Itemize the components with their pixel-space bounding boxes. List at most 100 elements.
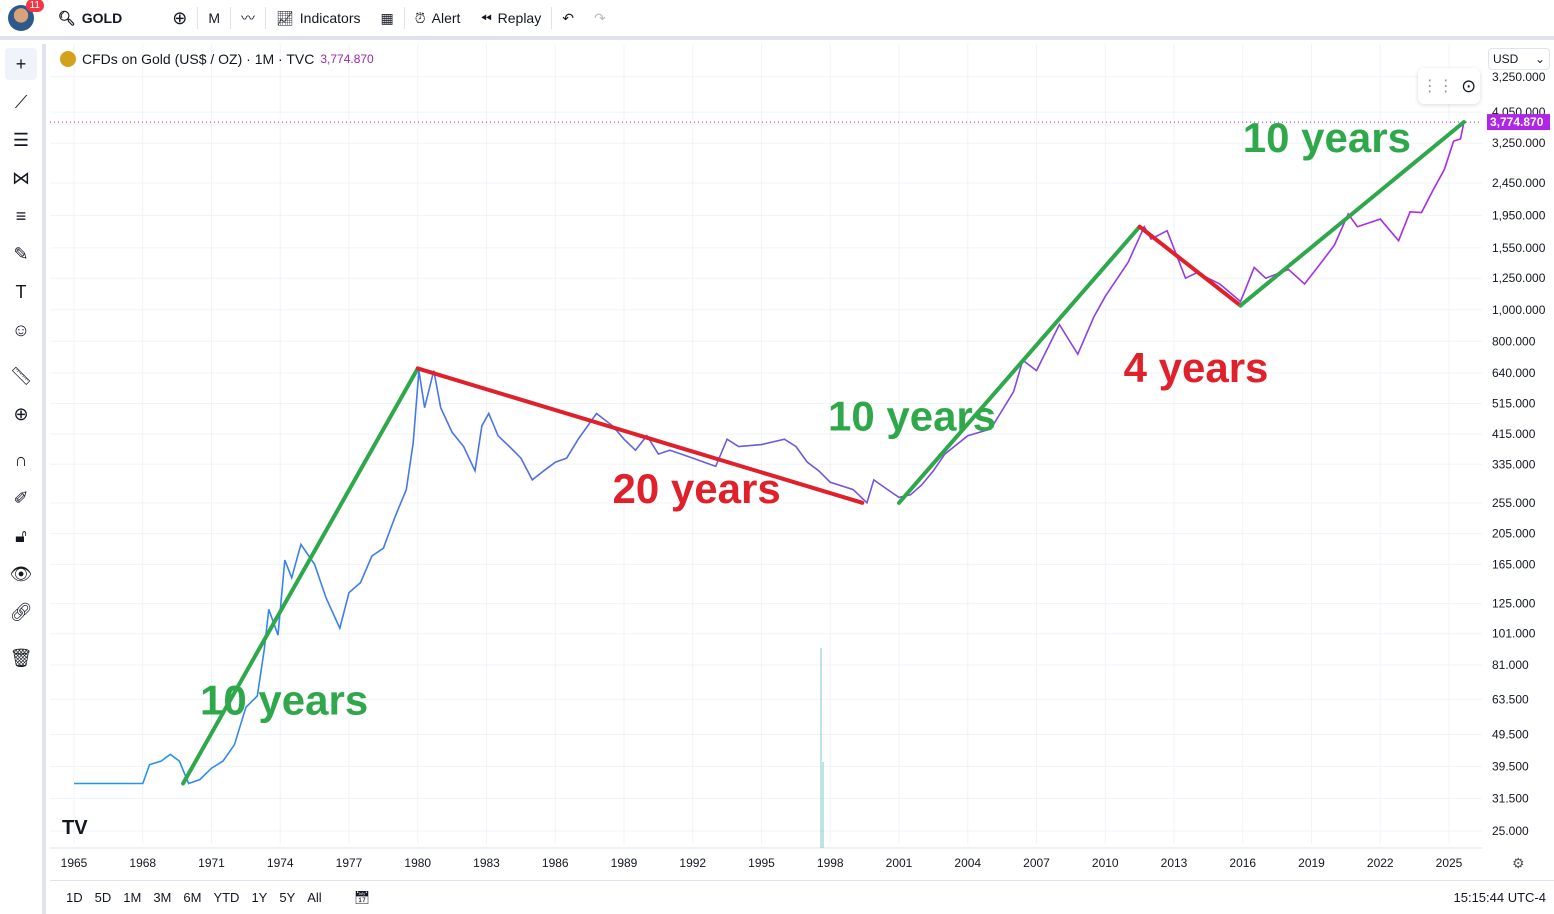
x-tick-label: 1983 (473, 856, 500, 870)
chart-controls: ⋮⋮ ⊙ (1418, 68, 1480, 104)
y-tick-label: 81.000 (1492, 658, 1529, 672)
trendline (1137, 224, 1243, 308)
emoji-icon[interactable]: ☺ (11, 319, 31, 340)
currency-label: USD (1493, 52, 1519, 66)
range-1y[interactable]: 1Y (251, 890, 268, 905)
gold-icon (60, 51, 76, 67)
x-tick-label: 1980 (404, 856, 431, 870)
y-tick-label: 515.000 (1492, 397, 1536, 411)
trend-line-icon[interactable]: ⟋ (14, 91, 28, 112)
divider (230, 7, 231, 29)
y-tick-label: 3,250.000 (1492, 136, 1546, 150)
range-all[interactable]: All (307, 890, 322, 905)
date-range-icon[interactable]: 📅︎ (353, 889, 371, 905)
y-tick-label: 1,550.000 (1492, 241, 1546, 255)
y-tick-label: 1,950.000 (1492, 208, 1546, 222)
undo-icon[interactable]: ↶ (562, 9, 574, 26)
x-tick-label: 2025 (1436, 856, 1463, 870)
y-tick-label: 101.000 (1492, 627, 1536, 641)
trendline (897, 224, 1142, 505)
y-tick-label: 39.500 (1492, 759, 1529, 773)
range-ytd[interactable]: YTD (213, 890, 240, 905)
compare-icon[interactable]: ⊕ (172, 7, 188, 28)
range-5y[interactable]: 5Y (279, 890, 296, 905)
x-tick-label: 2022 (1367, 856, 1394, 870)
trendline (1238, 120, 1466, 308)
indicators-label: Indicators (299, 10, 361, 26)
range-1m[interactable]: 1M (123, 890, 142, 905)
x-tick-label: 2001 (886, 856, 913, 870)
drag-handle-icon[interactable]: ⋮⋮ (1421, 78, 1454, 95)
search-icon: 🔍︎ (58, 9, 76, 26)
x-tick-label: 1998 (817, 856, 844, 870)
target-icon[interactable]: ⊙ (1461, 75, 1477, 96)
top-toolbar: 11 🔍︎ GOLD ⊕ M 〰 📈︎ Indicators ▦ ⏰︎ Alert ⏪… (0, 0, 1554, 40)
x-tick-label: 1974 (267, 856, 294, 870)
replay-icon: ⏪︎ (480, 9, 492, 26)
indicators-button[interactable]: 📈︎ Indicators (266, 0, 370, 36)
x-tick-label: 2007 (1023, 856, 1050, 870)
interval-label: M (208, 10, 220, 26)
price-chart[interactable]: 1965 1968 1971 1974 1977 1980 1983 1986 1989 1992… (50, 44, 1554, 880)
replay-button[interactable]: ⏪︎ Replay (470, 0, 551, 36)
trash-icon[interactable]: 🗑︎ (9, 647, 33, 668)
zoom-in-icon[interactable]: ⊕ (13, 403, 29, 424)
x-tick-label: 1986 (542, 856, 569, 870)
brush-icon[interactable]: ✎ (13, 243, 29, 264)
layouts-icon[interactable]: ▦ (380, 9, 394, 26)
x-tick-label: 1968 (129, 856, 156, 870)
divider (197, 7, 199, 29)
y-tick-label: 1,000.000 (1492, 303, 1546, 317)
notification-badge: 11 (25, 0, 44, 12)
alert-label: Alert (431, 10, 461, 26)
x-tick-label: 1971 (198, 856, 225, 870)
interval-button[interactable]: M (198, 0, 230, 36)
symbol-search[interactable]: 🔍︎ GOLD (48, 0, 132, 36)
trendline (415, 366, 865, 505)
clock: 15:15:44 UTC-4 (1453, 890, 1547, 905)
avatar[interactable]: 11 (8, 0, 44, 31)
link-icon[interactable]: 🔗︎ (9, 601, 33, 622)
divider (403, 7, 405, 29)
x-tick-label: 1989 (611, 856, 638, 870)
currency-select[interactable]: USD ⌄ (1488, 48, 1550, 70)
settings-icon: ⚙ (1512, 855, 1525, 871)
symbol-label: GOLD (81, 10, 123, 26)
x-tick-label: 1995 (748, 856, 775, 870)
y-tick-label: 3,250.000 (1492, 70, 1546, 84)
range-1d[interactable]: 1D (66, 890, 83, 905)
x-tick-label: 2004 (954, 856, 981, 870)
trendline (181, 366, 420, 786)
forecast-icon[interactable]: ≡ (15, 205, 27, 226)
magnet-icon[interactable]: ∩ (14, 449, 28, 470)
ruler-icon[interactable]: 📏︎ (9, 365, 33, 386)
lock-icon[interactable]: 🔓︎ (15, 525, 27, 546)
y-tick-label: 25.000 (1492, 824, 1529, 838)
chart-type-icon[interactable]: 〰 (241, 10, 255, 26)
y-tick-label: 63.500 (1492, 692, 1529, 706)
pattern-icon[interactable]: ⋈ (12, 167, 30, 188)
divider (265, 7, 266, 29)
y-tick-label: 415.000 (1492, 427, 1536, 441)
redo-icon[interactable]: ↷ (593, 9, 606, 26)
y-tick-label: 165.000 (1492, 557, 1536, 571)
y-tick-label: 255.000 (1492, 496, 1536, 510)
x-tick-label: 2013 (1161, 856, 1188, 870)
legend-title: CFDs on Gold (US$ / OZ) · 1M · TVC (82, 51, 315, 67)
range-6m[interactable]: 6M (183, 890, 202, 905)
y-tick-label: 49.500 (1492, 727, 1529, 741)
tradingview-logo: TV (62, 817, 88, 839)
price-axis (1482, 44, 1554, 880)
drawing-toolbar: + ⟋ ☰ ⋈ ≡ ✎ T ☺ 📏︎ ⊕ ∩ ✐ 🔓︎ 👁︎ 🔗︎ 🗑︎ (0, 44, 46, 914)
fib-icon[interactable]: ☰ (12, 129, 30, 150)
range-5d[interactable]: 5D (94, 890, 112, 905)
lock-drawing-icon[interactable]: ✐ (13, 487, 29, 508)
text-icon[interactable]: T (15, 281, 27, 302)
indicators-icon: 📈︎ (276, 9, 294, 26)
x-tick-label: 2010 (1092, 856, 1119, 870)
crosshair-icon[interactable]: + (5, 48, 37, 80)
alert-button[interactable]: ⏰︎ Alert (405, 0, 471, 36)
chevron-down-icon: ⌄ (1534, 52, 1545, 66)
range-3m[interactable]: 3M (153, 890, 172, 905)
eye-icon[interactable]: 👁︎ (9, 563, 33, 584)
